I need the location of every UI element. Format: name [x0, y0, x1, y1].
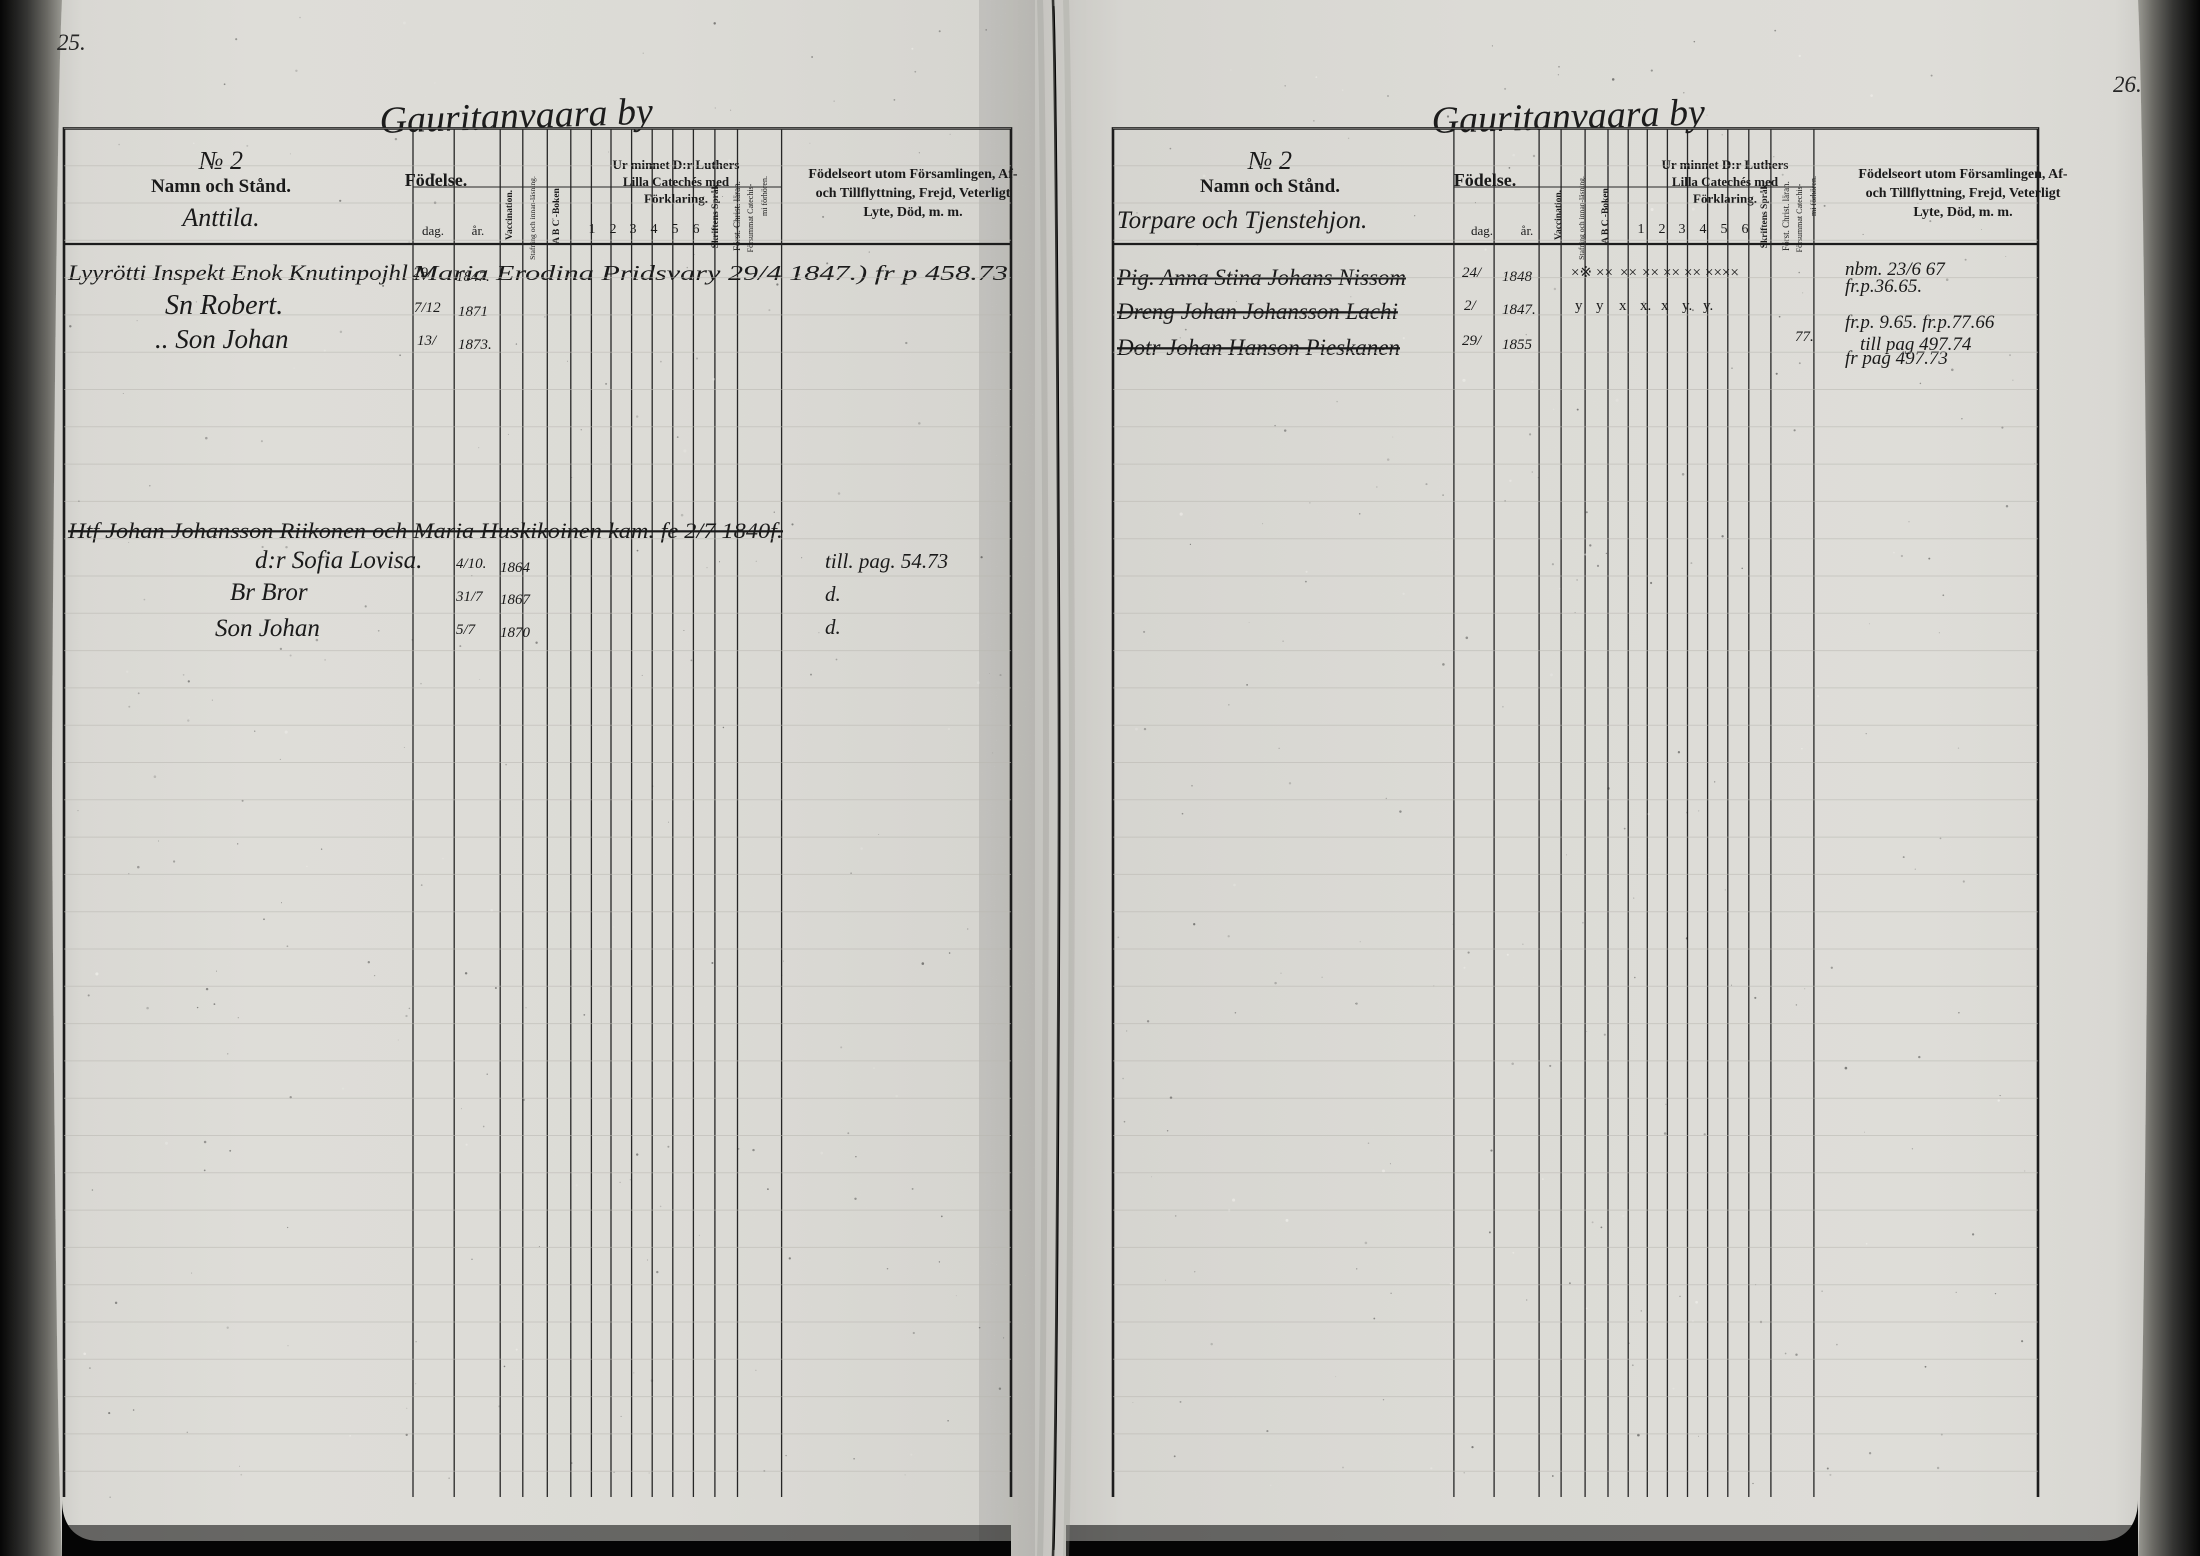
svg-text:×※: ×※ — [1571, 265, 1592, 281]
svg-text:5/7: 5/7 — [456, 622, 477, 638]
svg-text:Gauritanvaara by: Gauritanvaara by — [1431, 91, 1706, 142]
svg-text:7/12: 7/12 — [414, 300, 441, 316]
svg-text:31/7: 31/7 — [455, 589, 484, 605]
svg-text:d.: d. — [825, 615, 841, 639]
svg-text:till. pag. 54.73: till. pag. 54.73 — [825, 549, 948, 573]
svg-text:fr.p.36.65.: fr.p.36.65. — [1845, 276, 1922, 297]
svg-text:y.: y. — [1682, 298, 1692, 314]
svg-text:Lyte, Död, m. m.: Lyte, Död, m. m. — [863, 205, 962, 220]
svg-text:x: x — [1661, 298, 1669, 314]
svg-text:Ur minnet D:r Luthers: Ur minnet D:r Luthers — [1662, 157, 1789, 172]
svg-text:Htf Johan Johansson Riikonen o: Htf Johan Johansson Riikonen och Maria H… — [67, 518, 783, 543]
svg-text:Lyte, Död, m. m.: Lyte, Död, m. m. — [1913, 205, 2012, 220]
svg-text:Dotr Johan Hanson Pieskanen: Dotr Johan Hanson Pieskanen — [1116, 335, 1400, 360]
svg-text:××: ×× — [1620, 265, 1637, 281]
svg-text:6: 6 — [1742, 222, 1749, 237]
svg-text:××: ×× — [1684, 265, 1701, 281]
svg-text:d:r Sofia Lovisa.: d:r Sofia Lovisa. — [255, 547, 422, 574]
svg-text:y.: y. — [1703, 298, 1713, 314]
svg-text:4: 4 — [651, 222, 658, 237]
svg-text:××: ×× — [1596, 265, 1613, 281]
svg-text:Namn och Stånd.: Namn och Stånd. — [1200, 176, 1340, 197]
svg-text:1864: 1864 — [500, 560, 531, 576]
svg-text:××: ×× — [1663, 265, 1680, 281]
svg-text:Br Bror: Br Bror — [230, 579, 308, 606]
svg-text:Försummat Catechis-: Försummat Catechis- — [1795, 183, 1804, 252]
svg-text:4/10.: 4/10. — [456, 556, 486, 572]
svg-text:A B C -Boken: A B C -Boken — [1601, 187, 1611, 243]
svg-text:Son Johan: Son Johan — [215, 615, 320, 642]
svg-text:1: 1 — [589, 222, 596, 237]
svg-text:Förklaring.: Förklaring. — [644, 191, 708, 206]
svg-text:år.: år. — [1521, 223, 1534, 238]
svg-text:x: x — [1619, 298, 1627, 314]
svg-text:mi förhören.: mi förhören. — [760, 176, 769, 216]
svg-text:Födelse.: Födelse. — [1454, 170, 1517, 190]
svg-text:Förklaring.: Förklaring. — [1693, 191, 1757, 206]
svg-text:1: 1 — [1638, 222, 1645, 237]
svg-text:fr pag 497.73: fr pag 497.73 — [1845, 348, 1948, 369]
svg-text:1870: 1870 — [500, 625, 531, 641]
svg-text:Födelseort utom Församlingen,: Födelseort utom Församlingen, Af- — [1858, 167, 2068, 182]
svg-text:Lyyrötti Inspekt Enok Knutinpo: Lyyrötti Inspekt Enok Knutinpojhl — [67, 260, 408, 285]
svg-text:d.: d. — [825, 582, 841, 606]
svg-text:№ 2: № 2 — [1247, 146, 1292, 175]
svg-text:Namn och Stånd.: Namn och Stånd. — [151, 176, 291, 197]
svg-text:Födelseort utom Församlingen,: Födelseort utom Församlingen, Af- — [808, 167, 1018, 182]
svg-text:x.: x. — [1640, 298, 1651, 314]
svg-text:y: y — [1596, 298, 1604, 314]
svg-text:och Tillflyttning, Frejd, Vete: och Tillflyttning, Frejd, Veterligt — [816, 186, 1011, 201]
svg-text:3: 3 — [1679, 222, 1686, 237]
svg-text:dag.: dag. — [1471, 223, 1493, 238]
svg-text:6: 6 — [693, 222, 700, 237]
svg-text:26.: 26. — [2113, 72, 2142, 97]
svg-text:Stafning och innan-läsning.: Stafning och innan-läsning. — [528, 176, 537, 260]
svg-text:4: 4 — [1700, 222, 1707, 237]
svg-text:××: ×× — [1642, 265, 1659, 281]
svg-text:××××: ×××× — [1705, 265, 1739, 281]
svg-text:25.: 25. — [57, 30, 86, 55]
svg-text:1855: 1855 — [1502, 337, 1533, 353]
svg-text:1871: 1871 — [458, 304, 488, 320]
svg-text:2: 2 — [1659, 222, 1666, 237]
svg-text:5: 5 — [1721, 222, 1728, 237]
svg-text:Födelse.: Födelse. — [405, 170, 468, 190]
svg-text:.. Son Johan: .. Son Johan — [155, 324, 288, 354]
svg-text:2/: 2/ — [1464, 298, 1478, 314]
svg-text:Vaccination.: Vaccination. — [1554, 190, 1564, 240]
svg-text:Sn Robert.: Sn Robert. — [165, 290, 283, 321]
svg-text:Anttila.: Anttila. — [180, 203, 259, 232]
svg-text:Stafning och innan-läsning.: Stafning och innan-läsning. — [1577, 176, 1586, 260]
svg-text:5: 5 — [672, 222, 679, 237]
svg-text:Försummat Catechis-: Försummat Catechis- — [746, 183, 755, 252]
svg-text:3: 3 — [630, 222, 637, 237]
svg-text:77.: 77. — [1795, 329, 1814, 345]
svg-text:2: 2 — [610, 222, 617, 237]
svg-text:1848: 1848 — [1502, 269, 1533, 285]
svg-text:Maria Erodina Pridsvary 29/4 1: Maria Erodina Pridsvary 29/4 1847.) fr p… — [412, 261, 1008, 285]
svg-text:Ur minnet D:r Luthers: Ur minnet D:r Luthers — [613, 157, 740, 172]
svg-text:29/: 29/ — [1462, 333, 1483, 349]
svg-text:Skriftens Språk.: Skriftens Språk. — [1759, 182, 1770, 249]
svg-text:1847.: 1847. — [1502, 302, 1536, 318]
svg-text:A B C -Boken: A B C -Boken — [552, 187, 562, 243]
svg-text:Torpare och Tjenstehjon.: Torpare och Tjenstehjon. — [1117, 207, 1367, 234]
svg-text:13/: 13/ — [417, 333, 438, 349]
svg-text:år.: år. — [472, 223, 485, 238]
svg-text:1867: 1867 — [500, 592, 532, 608]
svg-text:mi förhören.: mi förhören. — [1809, 176, 1818, 216]
svg-text:1873.: 1873. — [458, 337, 492, 353]
svg-text:24/: 24/ — [1462, 265, 1483, 281]
svg-text:Skriftens Språk.: Skriftens Språk. — [710, 182, 721, 249]
svg-text:dag.: dag. — [422, 223, 444, 238]
svg-text:Vaccination.: Vaccination. — [505, 190, 515, 240]
svg-text:Dreng Johan Johansson Lachi: Dreng Johan Johansson Lachi — [1116, 299, 1398, 324]
svg-text:y: y — [1575, 298, 1583, 314]
svg-text:och Tillflyttning, Frejd, Vete: och Tillflyttning, Frejd, Veterligt — [1866, 186, 2061, 201]
svg-text:№ 2: № 2 — [198, 146, 243, 175]
